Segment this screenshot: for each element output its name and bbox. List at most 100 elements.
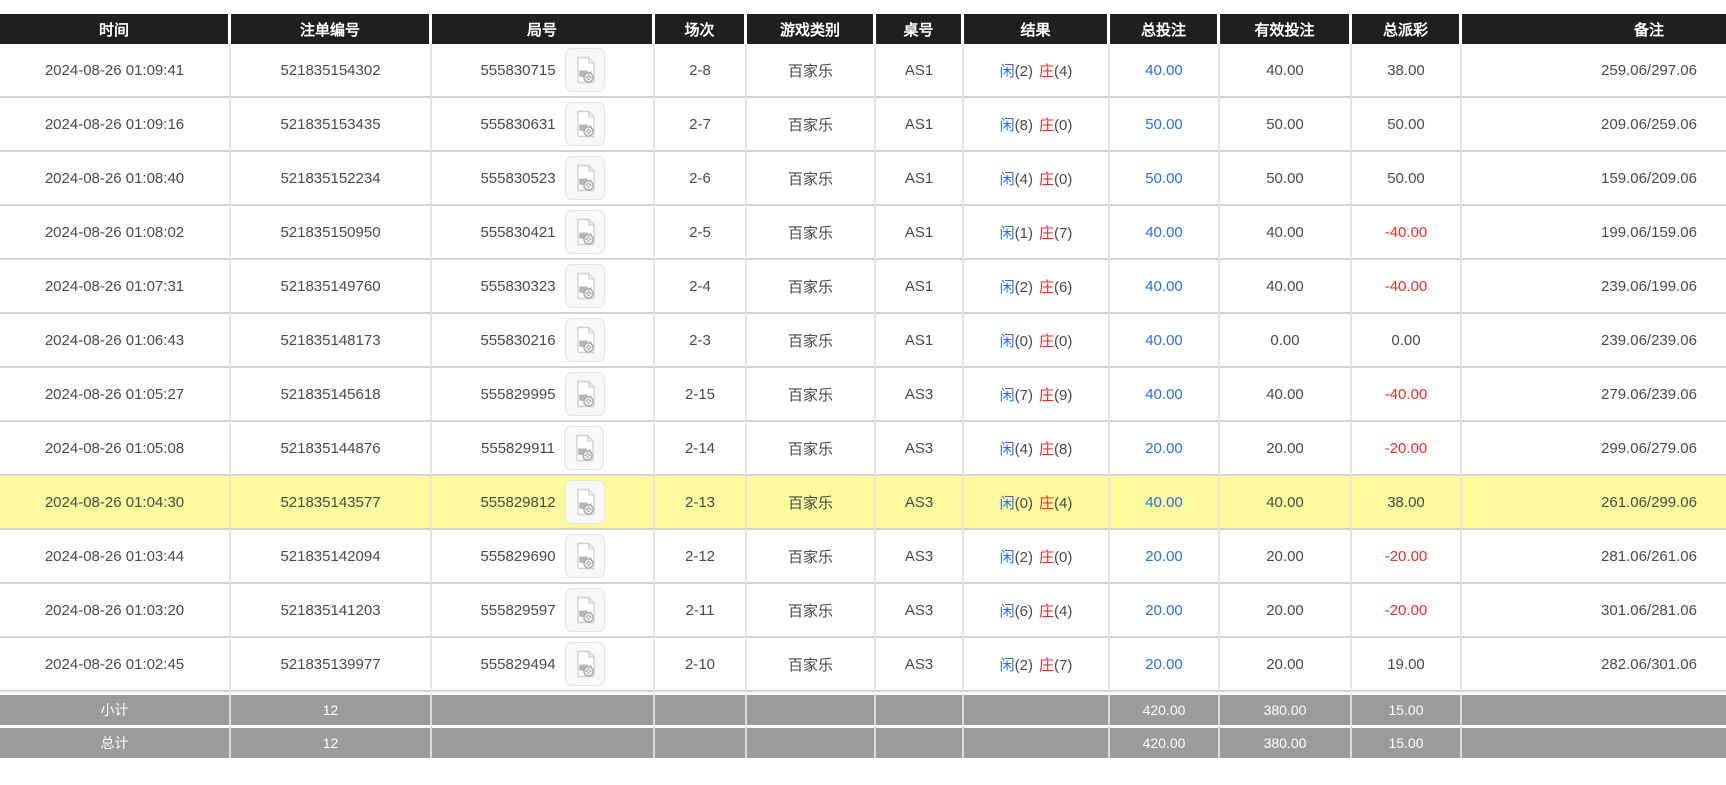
cell-round-number: 555829597 [432,584,655,638]
video-file-icon[interactable] [564,480,605,524]
round-number: 555830523 [480,169,556,187]
table-row-selected[interactable]: 2024-08-26 01:04:30 521835143577 555829812… [0,476,1726,530]
bet-time: 2024-08-26 01:03:20 [44,601,185,619]
bet-number: 521835152234 [280,169,381,187]
table-row[interactable]: 2024-08-26 01:09:16 521835153435 555830631… [0,98,1726,152]
cell-session: 2-10 [655,638,747,692]
total-bet-amount: 20.00 [1145,601,1183,619]
total-total-payout: 15.00 [1352,725,1462,758]
total-game-type [747,725,876,758]
valid-bet-amount: 20.00 [1266,547,1304,565]
banker-points: (7) [1054,656,1073,674]
table-row[interactable]: 2024-08-26 01:08:02 521835150950 555830421… [0,206,1726,260]
cell-session: 2-14 [655,422,747,476]
table-row[interactable]: 2024-08-26 01:02:45 521835139977 555829494… [0,638,1726,692]
table-row[interactable]: 2024-08-26 01:07:31 521835149760 555830323… [0,260,1726,314]
bet-time: 2024-08-26 01:08:02 [44,223,185,241]
video-file-icon[interactable] [563,426,604,470]
table-row[interactable]: 2024-08-26 01:05:08 521835144876 555829911… [0,422,1726,476]
cell-total-payout: -20.00 [1352,584,1462,638]
player-label: 闲 [999,62,1015,80]
cell-session: 2-5 [655,206,747,260]
player-points: (6) [1014,602,1033,620]
video-file-icon[interactable] [564,372,605,416]
header-row: 时间 注单编号 局号 场次 游戏类别 桌号 结果 总投注 有效投注 总派彩 备注 [0,14,1726,44]
total-label: 总计 [0,725,231,758]
table-row[interactable]: 2024-08-26 01:03:20 521835141203 555829597… [0,584,1726,638]
player-points: (4) [1014,440,1033,458]
cell-game-type: 百家乐 [747,530,876,584]
round-number-group: 555830216 [480,318,605,362]
cell-total-bet: 40.00 [1110,260,1220,314]
cell-table-number: AS3 [876,530,964,584]
bet-number: 521835149760 [280,277,381,295]
round-number: 555829690 [480,547,556,565]
cell-session: 2-6 [655,152,747,206]
player-points: (2) [1014,62,1033,80]
column-header-session: 场次 [655,14,747,44]
banker-label: 庄 [1039,656,1055,674]
session-number: 2-14 [684,439,716,457]
video-file-icon[interactable] [564,102,605,146]
total-bet-amount: 40.00 [1145,223,1183,241]
cell-game-type: 百家乐 [747,314,876,368]
bet-records-table: 时间 注单编号 局号 场次 游戏类别 桌号 结果 总投注 有效投注 总派彩 备注 2024-08-2… [0,14,1726,758]
cell-table-number: AS3 [876,368,964,422]
remark-balance: 199.06/159.06 [1601,223,1697,241]
video-file-icon[interactable] [564,48,605,92]
cell-bet-number: 521835149760 [231,260,432,314]
cell-result: 闲(4) 庄(0) [964,152,1110,206]
column-header-round_no: 局号 [432,14,655,44]
cell-total-bet: 20.00 [1110,638,1220,692]
banker-label: 庄 [1039,278,1055,296]
video-file-icon[interactable] [564,534,605,578]
cell-valid-bet: 50.00 [1220,152,1352,206]
table-row[interactable]: 2024-08-26 01:06:43 521835148173 555830216… [0,314,1726,368]
table-row[interactable]: 2024-08-26 01:05:27 521835145618 555829995… [0,368,1726,422]
cell-table-number: AS3 [876,476,964,530]
table-row[interactable]: 2024-08-26 01:09:41 521835154302 555830715… [0,44,1726,98]
banker-label: 庄 [1039,494,1055,512]
cell-bet-number: 521835145618 [231,368,432,422]
table-row[interactable]: 2024-08-26 01:08:40 521835152234 555830523… [0,152,1726,206]
cell-round-number: 555829911 [432,422,655,476]
game-type: 百家乐 [787,332,833,350]
banker-points: (0) [1054,332,1073,350]
round-number: 555830216 [480,331,556,349]
cell-table-number: AS1 [876,314,964,368]
cell-bet-number: 521835148173 [231,314,432,368]
cell-session: 2-7 [655,98,747,152]
session-number: 2-15 [684,385,716,403]
video-file-icon[interactable] [564,264,605,308]
video-file-icon[interactable] [564,588,605,632]
game-type: 百家乐 [787,170,833,188]
cell-time: 2024-08-26 01:03:20 [0,584,231,638]
game-type: 百家乐 [787,278,833,296]
video-file-icon[interactable] [564,210,605,254]
player-label: 闲 [999,170,1015,188]
total-payout-amount: -40.00 [1384,385,1428,403]
banker-points: (0) [1054,116,1073,134]
player-points: (2) [1014,656,1033,674]
cell-total-bet: 40.00 [1110,314,1220,368]
player-points: (8) [1014,116,1033,134]
subtotal-table [876,692,964,725]
table-row[interactable]: 2024-08-26 01:03:44 521835142094 555829690… [0,530,1726,584]
valid-bet-amount: 20.00 [1266,601,1304,619]
video-file-icon[interactable] [564,318,605,362]
cell-remark: 281.06/261.06 [1462,530,1726,584]
cell-bet-number: 521835141203 [231,584,432,638]
subtotal-row: 小计 12 420.00 380.00 15.00 [0,692,1726,725]
remark-balance: 299.06/279.06 [1601,439,1697,457]
round-number: 555829911 [481,439,555,457]
cell-valid-bet: 20.00 [1220,530,1352,584]
video-file-icon[interactable] [564,642,605,686]
cell-remark: 299.06/279.06 [1462,422,1726,476]
cell-result: 闲(4) 庄(8) [964,422,1110,476]
table-number: AS1 [904,61,934,79]
video-file-icon[interactable] [564,156,605,200]
cell-table-number: AS3 [876,422,964,476]
cell-remark: 282.06/301.06 [1462,638,1726,692]
cell-table-number: AS1 [876,152,964,206]
cell-time: 2024-08-26 01:08:02 [0,206,231,260]
